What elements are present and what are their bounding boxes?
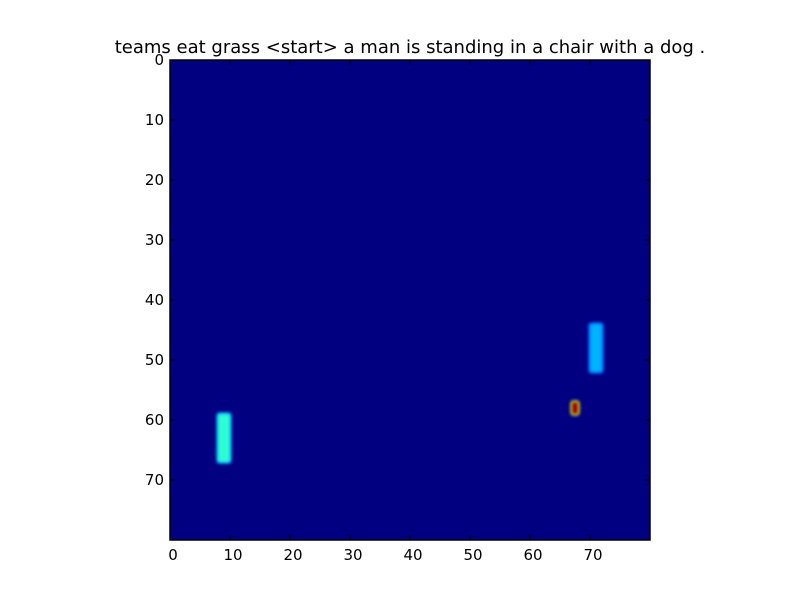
heatmap-hotspot xyxy=(590,324,602,372)
y-axis: 0 10 20 30 40 50 60 70 xyxy=(145,51,650,489)
y-tick-label: 40 xyxy=(145,291,164,309)
heatmap-hotspot xyxy=(218,414,230,462)
chart-title: teams eat grass <start> a man is standin… xyxy=(115,37,706,58)
y-tick-label: 0 xyxy=(154,51,164,69)
x-axis: 0 10 20 30 40 50 60 70 xyxy=(168,60,603,564)
heatmap-hotspot xyxy=(572,402,578,414)
x-tick-label: 50 xyxy=(463,546,482,564)
heatmap-background xyxy=(170,60,650,540)
y-tick-label: 30 xyxy=(145,231,164,249)
x-tick-label: 20 xyxy=(283,546,302,564)
y-tick-label: 50 xyxy=(145,351,164,369)
y-tick-label: 70 xyxy=(145,471,164,489)
x-tick-label: 10 xyxy=(223,546,242,564)
x-tick-label: 70 xyxy=(583,546,602,564)
y-tick-label: 10 xyxy=(145,111,164,129)
y-tick-label: 20 xyxy=(145,171,164,189)
x-tick-label: 30 xyxy=(343,546,362,564)
y-tick-label: 60 xyxy=(145,411,164,429)
x-tick-label: 0 xyxy=(168,546,178,564)
x-tick-label: 40 xyxy=(403,546,422,564)
hotspot-layer xyxy=(216,322,604,464)
x-tick-label: 60 xyxy=(523,546,542,564)
